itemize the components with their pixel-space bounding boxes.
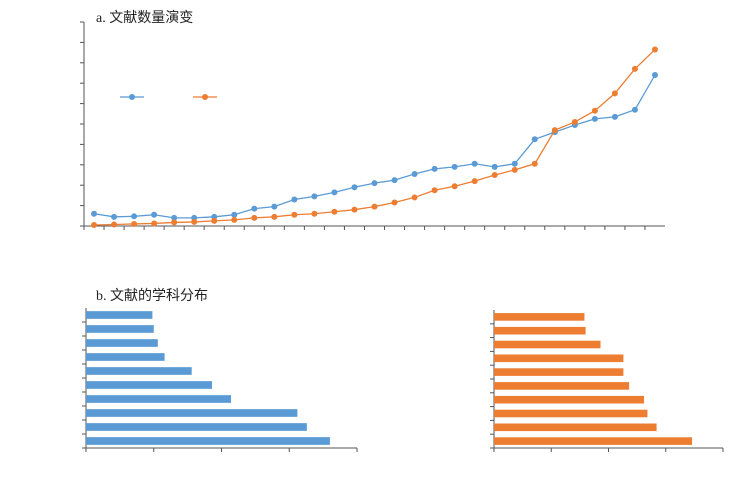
bar [494,354,624,363]
data-point [511,160,518,167]
data-point [591,107,598,114]
data-point [551,127,558,134]
data-point [411,170,418,177]
data-point [451,163,458,170]
bar [494,423,657,432]
series-line-wos [94,49,656,226]
legend-marker [202,94,208,100]
data-point [291,211,298,218]
panel-b-title: b. 文献的学科分布 [96,288,208,304]
data-point [111,213,118,220]
data-point [171,214,178,221]
bar [86,423,307,431]
data-point [331,208,338,215]
data-point [111,221,118,228]
data-point [631,106,638,113]
panel-a-title: a. 文献数量演变 [96,10,193,26]
data-point [271,213,278,220]
bar [494,326,586,335]
data-point [471,160,478,167]
bar [86,381,213,389]
bar [86,409,298,417]
data-point [331,189,338,196]
bar [86,395,231,403]
bar [86,325,154,333]
data-point [151,220,158,227]
bar [494,409,648,418]
data-point [591,115,598,122]
data-point [271,203,278,210]
data-point [191,218,198,225]
data-point [571,118,578,125]
data-point [171,219,178,226]
data-point [651,72,658,79]
data-point [411,194,418,201]
bar [86,367,192,375]
data-point [291,196,298,203]
bar [494,382,630,390]
data-point [91,221,98,228]
data-point [631,65,638,72]
data-point [531,160,538,167]
bar [494,437,693,445]
data-point [451,183,458,190]
data-point [651,46,658,53]
bar [494,340,601,349]
series-line-cnki [93,74,656,219]
data-point [391,177,398,184]
data-point [511,166,518,173]
data-point [431,165,438,172]
data-point [311,210,318,217]
data-point [231,216,238,223]
bar [494,395,644,404]
data-point [391,199,398,206]
data-point [351,206,358,213]
bar [86,311,153,319]
data-point [131,213,138,220]
data-point [351,184,358,191]
data-point [611,90,618,97]
data-point [431,187,438,194]
legend-marker [129,94,135,100]
data-point [211,217,218,224]
bar [86,353,165,361]
data-point [251,205,258,212]
data-point [611,113,618,120]
data-point [471,178,478,185]
bar [494,313,585,321]
data-point [131,220,138,227]
data-point [311,193,318,200]
bar [86,437,330,445]
data-point [491,172,498,178]
data-point [231,211,238,218]
data-point [91,210,98,217]
data-point [251,214,258,221]
bar [86,339,158,347]
data-point [371,180,378,187]
data-point [491,163,498,170]
data-point [151,211,158,218]
data-point [371,203,378,210]
data-point [531,136,538,143]
bar [494,368,624,376]
